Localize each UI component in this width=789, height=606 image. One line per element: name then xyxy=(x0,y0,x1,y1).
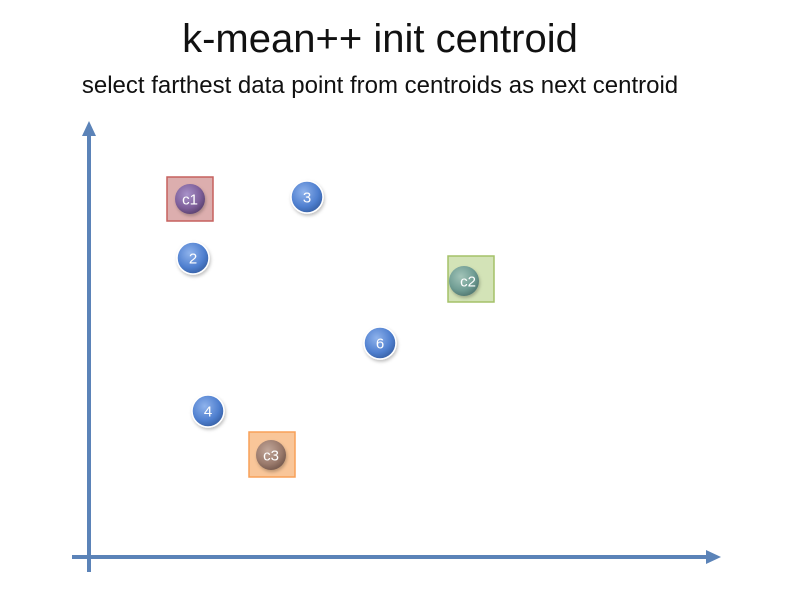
centroid-c3: c3 xyxy=(248,431,296,478)
data-point-2-marker xyxy=(176,241,210,275)
x-axis-arrowhead xyxy=(706,550,721,564)
data-point-4: 4 xyxy=(191,394,225,428)
centroid-c1-marker xyxy=(175,184,205,214)
axes xyxy=(72,121,721,572)
y-axis-arrowhead xyxy=(82,121,96,136)
centroid-c1: c1 xyxy=(166,176,214,222)
centroid-c2-marker xyxy=(449,266,479,296)
data-point-6: 6 xyxy=(363,326,397,360)
data-point-6-label: 6 xyxy=(376,336,384,353)
data-point-4-label: 4 xyxy=(204,404,212,421)
centroid-c1-label: c1 xyxy=(182,192,198,209)
data-point-4-marker xyxy=(191,394,225,428)
data-point-3: 3 xyxy=(290,180,324,214)
data-point-2: 2 xyxy=(176,241,210,275)
data-point-3-marker xyxy=(290,180,324,214)
centroid-c3-marker xyxy=(256,440,286,470)
data-point-2-label: 2 xyxy=(189,251,197,268)
centroid-c2-label: c2 xyxy=(460,274,476,291)
slide-title: k-mean++ init centroid xyxy=(182,17,578,61)
centroid-c3-label: c3 xyxy=(263,448,279,465)
data-point-3-label: 3 xyxy=(303,190,311,207)
slide-subtitle: select farthest data point from centroid… xyxy=(81,72,679,99)
centroid-c2: c2 xyxy=(447,255,495,303)
data-point-6-marker xyxy=(363,326,397,360)
